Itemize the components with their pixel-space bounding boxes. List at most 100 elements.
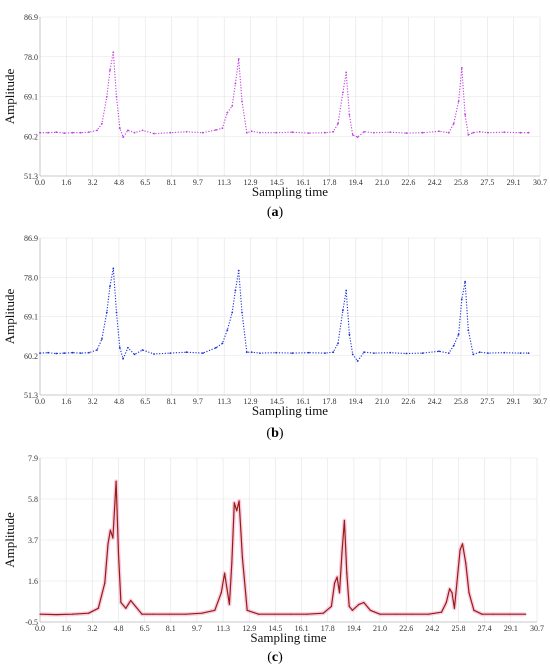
y-tick-label: 69.1 <box>24 313 38 322</box>
data-point <box>472 131 475 134</box>
x-tick-label: 27.5 <box>480 178 494 187</box>
x-tick-label: 8.1 <box>167 178 177 187</box>
data-point <box>104 582 106 584</box>
y-tick-label: -0.5 <box>25 618 38 627</box>
data-point <box>453 607 455 609</box>
x-tick-label: 17.8 <box>322 397 336 406</box>
data-point <box>464 280 466 283</box>
data-point <box>226 588 228 590</box>
data-point <box>452 122 455 125</box>
data-point <box>373 352 375 354</box>
data-point <box>337 342 339 345</box>
data-point <box>411 613 413 615</box>
y-tick-label: 60.2 <box>24 132 38 141</box>
data-point <box>275 351 278 354</box>
x-tick-label: 29.1 <box>504 624 518 633</box>
data-point <box>105 311 108 314</box>
y-axis-label: Amplitude <box>2 68 17 124</box>
data-point <box>421 131 424 134</box>
data-point <box>185 130 188 133</box>
data-point <box>467 329 470 332</box>
data-point <box>71 351 74 354</box>
data-point <box>122 357 124 360</box>
data-point <box>345 289 348 292</box>
data-point <box>88 612 90 614</box>
x-tick-label: 22.6 <box>401 178 415 187</box>
data-point <box>134 605 137 608</box>
data-point <box>105 96 108 98</box>
data-point <box>519 352 522 354</box>
data-point <box>201 612 203 614</box>
data-point <box>96 349 98 351</box>
data-point <box>79 131 82 134</box>
x-axis-label: Sampling time <box>252 403 328 418</box>
x-tick-label: 17.8 <box>321 624 335 633</box>
x-tick-label: 21.0 <box>373 624 387 633</box>
x-tick-label: 3.2 <box>88 178 98 187</box>
x-tick-label: 24.2 <box>425 624 439 633</box>
data-point <box>233 502 235 504</box>
data-point <box>324 352 326 354</box>
x-tick-label: 9.7 <box>193 397 203 406</box>
data-point <box>363 351 365 354</box>
data-point <box>351 353 354 356</box>
data-point <box>245 351 248 354</box>
y-tick-label: 7.9 <box>28 454 38 463</box>
data-point <box>231 562 233 565</box>
x-tick-label: 11.3 <box>216 624 230 633</box>
y-tick-label: 78.0 <box>24 273 38 282</box>
data-point <box>487 131 489 134</box>
data-point <box>168 613 171 615</box>
data-point <box>115 311 118 314</box>
x-tick-label: 21.0 <box>375 397 389 406</box>
data-point <box>231 311 234 314</box>
data-point <box>348 113 351 116</box>
data-point <box>341 553 343 555</box>
data-point <box>231 105 234 107</box>
data-point <box>221 127 224 130</box>
y-tick-label: 5.8 <box>28 495 38 504</box>
data-point <box>117 553 120 555</box>
data-point <box>291 131 294 134</box>
x-tick-label: 9.7 <box>193 178 203 187</box>
data-point <box>379 613 381 615</box>
y-tick-label: 3.7 <box>28 536 38 545</box>
data-point <box>133 353 136 356</box>
x-tick-label: 11.3 <box>217 178 231 187</box>
x-tick-label: 8.1 <box>166 624 176 633</box>
data-point <box>109 529 111 531</box>
data-point <box>395 613 397 615</box>
data-point <box>109 69 111 71</box>
data-point <box>343 519 345 522</box>
data-point <box>468 592 470 594</box>
data-point <box>237 58 240 60</box>
data-point <box>55 614 57 616</box>
y-tick-label: 86.9 <box>24 13 38 22</box>
data-point <box>427 613 430 615</box>
data-point <box>451 592 453 594</box>
data-point <box>346 572 348 574</box>
data-point <box>449 588 451 590</box>
data-point <box>120 601 122 604</box>
data-point <box>63 352 66 354</box>
data-point <box>241 557 243 559</box>
data-point <box>245 131 248 134</box>
data-point <box>373 131 375 134</box>
data-point <box>107 543 109 545</box>
data-point <box>202 131 204 134</box>
y-tick-label: 69.1 <box>24 93 38 102</box>
data-point <box>467 134 470 136</box>
data-point <box>275 131 278 134</box>
x-tick-label: 9.7 <box>192 624 202 633</box>
data-point <box>322 612 324 614</box>
data-point <box>332 130 335 133</box>
y-tick-label: 78.0 <box>24 53 38 62</box>
x-tick-label: 6.5 <box>140 624 150 633</box>
data-point <box>519 131 522 134</box>
data-point <box>141 349 144 351</box>
data-point <box>236 510 238 512</box>
data-point <box>234 82 237 85</box>
data-point <box>438 130 440 133</box>
data-point <box>250 351 253 354</box>
data-point <box>234 289 237 292</box>
